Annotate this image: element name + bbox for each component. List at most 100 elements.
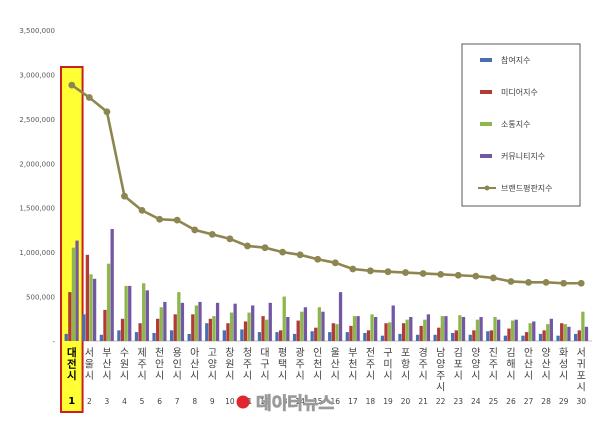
x-rank-label: 4 <box>122 397 127 406</box>
bar-미디어지수 <box>366 330 371 341</box>
bar-미디어지수 <box>68 292 72 341</box>
x-rank-label: 25 <box>489 397 499 406</box>
bar-series-group <box>60 66 589 413</box>
line-point <box>331 259 339 267</box>
bar-미디어지수 <box>384 323 388 341</box>
bar-소통지수 <box>458 315 462 341</box>
bar-참여지수 <box>64 333 68 341</box>
bar-커뮤니티지수 <box>338 292 343 341</box>
line-point <box>244 242 251 250</box>
bar-소통지수 <box>282 296 286 341</box>
bar-미디어지수 <box>419 325 423 341</box>
bar-소통지수 <box>71 247 76 341</box>
bar-커뮤니티지수 <box>286 317 290 341</box>
watermark: 데이터뉴스 <box>236 394 335 414</box>
bar-참여지수 <box>310 331 314 341</box>
x-rank-label: 10 <box>225 397 235 406</box>
bar-참여지수 <box>415 334 420 341</box>
bar-참여지수 <box>363 333 367 341</box>
watermark-logo-dot <box>236 395 250 409</box>
bar-커뮤니티지수 <box>479 317 483 341</box>
line-point <box>138 206 146 214</box>
bar-미디어지수 <box>296 320 300 341</box>
y-tick-label: 1,000,000 <box>19 249 55 257</box>
bar-미디어지수 <box>560 323 564 341</box>
bar-커뮤니티지수 <box>444 316 448 341</box>
y-axis: - 500,000 1,000,000 1,500,000 2,000,000 2,500… <box>19 27 55 346</box>
bar-미디어지수 <box>454 330 458 341</box>
x-rank-label: 1 <box>68 396 75 407</box>
bar-미디어지수 <box>401 323 406 341</box>
legend-marker <box>484 185 490 191</box>
x-rank-label: 17 <box>348 397 358 406</box>
bar-커뮤니티지수 <box>145 290 149 341</box>
legend-label: 미디어지수 <box>501 87 538 97</box>
bar-소통지수 <box>370 314 374 341</box>
x-axis-labels: 대 전 시 1 서 울 시 2 부 산 시 3 수 원 시 4 제 주 시 5 천 안 시 6 용 인 시 7 아 산 시 8 고 양 시 9 창 원 시 1… <box>67 346 586 407</box>
bar-커뮤니티지수 <box>198 301 202 341</box>
line-point <box>489 274 497 282</box>
bar-소통지수 <box>124 285 128 341</box>
x-rank-label: 2 <box>87 397 92 406</box>
x-rank-label: 22 <box>436 397 446 406</box>
bar-커뮤니티지수 <box>532 321 536 341</box>
x-rank-label: 21 <box>418 397 428 406</box>
y-tick-label: 3,500,000 <box>19 27 55 35</box>
bar-미디어지수 <box>173 314 177 341</box>
y-tick-label: 2,500,000 <box>19 116 55 124</box>
bar-커뮤니티지수 <box>496 319 501 341</box>
bar-미디어지수 <box>524 332 529 341</box>
bar-커뮤니티지수 <box>321 311 325 341</box>
x-rank-label: 6 <box>157 397 162 406</box>
bar-참여지수 <box>205 323 209 341</box>
x-rank-label: 15 <box>313 397 323 406</box>
bar-참여지수 <box>538 333 543 341</box>
legend-swatch <box>480 58 492 62</box>
bar-참여지수 <box>574 333 578 341</box>
bar-미디어지수 <box>243 321 248 341</box>
bar-참여지수 <box>345 332 349 341</box>
bar-소통지수 <box>247 312 251 341</box>
bar-소통지수 <box>142 283 146 341</box>
bar-미디어지수 <box>542 330 546 341</box>
bar-참여지수 <box>240 329 244 341</box>
bar-커뮤니티지수 <box>374 317 378 341</box>
bar-소통지수 <box>493 317 497 341</box>
bar-소통지수 <box>352 316 357 341</box>
x-rank-label: 30 <box>576 397 586 406</box>
bar-참여지수 <box>292 333 297 341</box>
line-point <box>156 215 164 223</box>
bar-참여지수 <box>169 330 174 341</box>
line-point <box>173 216 181 224</box>
legend-swatch <box>480 90 492 94</box>
line-point <box>85 94 93 101</box>
line-point <box>296 251 304 259</box>
bar-커뮤니티지수 <box>215 302 220 341</box>
x-rank-label: 16 <box>331 397 341 406</box>
bar-참여지수 <box>398 333 402 341</box>
bar-소통지수 <box>405 319 409 341</box>
line-point <box>226 235 234 243</box>
line-point <box>472 272 480 280</box>
bar-미디어지수 <box>349 325 353 341</box>
legend-label: 참여지수 <box>501 55 530 65</box>
bar-미디어지수 <box>120 318 125 341</box>
bar-참여지수 <box>451 333 455 341</box>
